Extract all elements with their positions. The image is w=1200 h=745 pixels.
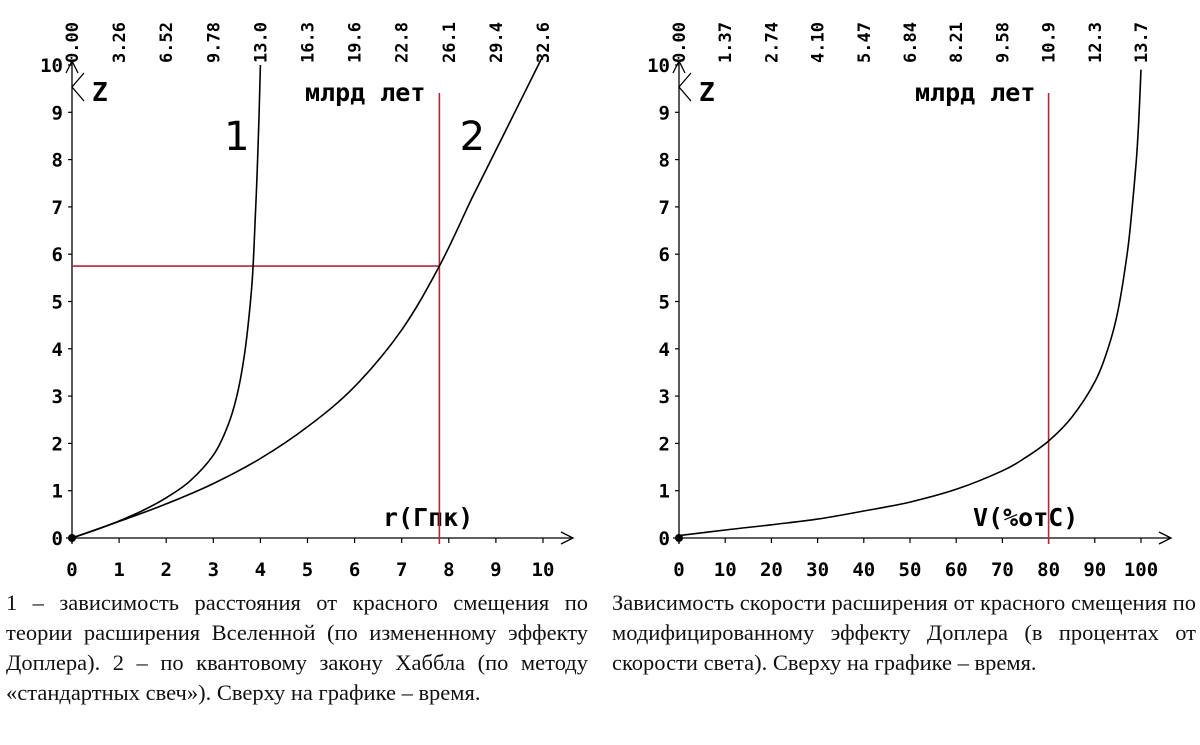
chart1-x-tick-label: 5 — [302, 559, 313, 581]
chart1-y-tick-label: 4 — [52, 339, 63, 361]
chart1-series-label-1: 1 — [224, 114, 249, 160]
chart1-y-axis-arrowhead — [65, 59, 79, 74]
chart1-y-tick-label: 7 — [52, 197, 63, 219]
chart1-y-tick-label: 3 — [52, 386, 63, 408]
chart-redshift-velocity: 0 1 2 3 4 5 6 7 8 9 10 0 10 20 30 40 50 60 70 80 90 100 0.00 1.… — [610, 0, 1200, 600]
chart1-y-tick-label: 1 — [52, 481, 63, 503]
chart2-top-tick-label: 0.00 — [670, 22, 690, 63]
chart2-x-tick-label: 90 — [1083, 559, 1106, 581]
chart2-x-tick-label: 80 — [1037, 559, 1060, 581]
chart1-top-tick-label: 19.6 — [346, 22, 366, 63]
chart1-x-axis-arrowhead — [560, 531, 575, 545]
chart2-top-tick-label: 8.21 — [947, 22, 967, 63]
chart2-x-tick-label: 10 — [714, 559, 737, 581]
chart2-y-tick-label: 10 — [647, 55, 670, 77]
chart1-x-tick-label: 2 — [160, 559, 171, 581]
chart1-x-tick-label: 3 — [208, 559, 219, 581]
chart1-y-tick-label: 6 — [52, 244, 63, 266]
chart2-series-1-curve — [679, 69, 1142, 537]
caption-right: Зависимость скорости расширения от красн… — [612, 590, 1196, 675]
chart1-y-tick-label: 8 — [52, 150, 63, 172]
chart2-y-tick-label: 6 — [659, 244, 670, 266]
chart1-x-tick-label: 8 — [443, 559, 454, 581]
chart1-x-tick-label: 4 — [255, 559, 266, 581]
chart1-top-tick-label: 9.78 — [204, 22, 224, 63]
chart2-top-axis-title: млрд лет — [915, 78, 1035, 107]
chart1-y-axis-title: Z — [92, 78, 108, 108]
chart1-x-tick-label: 6 — [349, 559, 360, 581]
chart1-y-tick-label: 10 — [40, 55, 63, 77]
chart1-top-tick-label: 13.0 — [251, 22, 271, 63]
chart2-x-tick-label: 60 — [945, 559, 968, 581]
chart2-top-tick-label: 9.58 — [993, 22, 1013, 63]
chart1-top-tick-label: 3.26 — [110, 22, 130, 63]
chart2-x-axis-title: V(%отС) — [973, 503, 1078, 532]
chart2-y-tick-label: 3 — [659, 386, 670, 408]
chart2-y-tick-label: 0 — [659, 528, 670, 550]
chart1-origin-dot — [68, 534, 76, 542]
chart2-x-axis-arrowhead — [1158, 531, 1173, 545]
caption-left: 1 – зависимость расстояния от красного с… — [6, 590, 588, 705]
chart2-x-tick-label: 100 — [1124, 559, 1158, 581]
chart2-y-tick-label: 1 — [659, 481, 670, 503]
chart1-top-tick-label: 0.00 — [63, 22, 83, 63]
chart2-y-tick-label: 7 — [659, 197, 670, 219]
chart1-series-1-curve — [72, 64, 262, 539]
chart2-top-tick-label: 13.7 — [1132, 22, 1152, 63]
chart2-y-tick-label: 2 — [659, 433, 670, 455]
chart1-y-tick-label: 9 — [52, 102, 63, 124]
chart2-x-tick-label: 20 — [760, 559, 783, 581]
chart1-y-tick-label: 5 — [52, 292, 63, 314]
chart2-x-tick-label: 70 — [991, 559, 1014, 581]
chart1-top-tick-label: 6.52 — [157, 22, 177, 63]
chart2-top-tick-label: 5.47 — [855, 22, 875, 63]
chart1-x-tick-label: 1 — [113, 559, 124, 581]
chart1-top-tick-label: 22.8 — [393, 22, 413, 63]
chart1-top-tick-label: 29.4 — [487, 22, 507, 63]
chart1-top-axis-title: млрд лет — [305, 78, 425, 107]
chart1-y-axis-bracket — [71, 72, 85, 102]
chart1-x-axis-title: r(Гпк) — [383, 503, 473, 532]
chart1-top-tick-label: 26.1 — [440, 22, 460, 63]
chart2-y-tick-label: 4 — [659, 339, 670, 361]
chart2-x-tick-label: 0 — [673, 559, 684, 581]
chart2-y-tick-label: 8 — [659, 150, 670, 172]
chart2-x-tick-label: 50 — [899, 559, 922, 581]
chart2-top-tick-label: 2.74 — [762, 22, 782, 63]
chart2-y-axis-title: Z — [699, 78, 715, 108]
chart-redshift-distance: 0 1 2 3 4 5 6 7 8 9 10 0 1 2 3 4 5 6 7 8 9 10 0.00 3.26 6.52 9.78… — [0, 0, 600, 600]
chart1-x-tick-label: 10 — [532, 559, 555, 581]
chart1-top-tick-label: 32.6 — [534, 22, 554, 63]
chart2-top-tick-label: 1.37 — [716, 22, 736, 63]
chart2-y-tick-label: 5 — [659, 292, 670, 314]
chart1-series-label-2: 2 — [460, 114, 485, 160]
chart2-y-axis-bracket — [678, 72, 692, 102]
chart1-top-tick-label: 16.3 — [299, 22, 319, 63]
chart1-y-tick-label: 2 — [52, 433, 63, 455]
chart1-x-tick-label: 7 — [396, 559, 407, 581]
chart2-y-axis-arrowhead — [672, 59, 686, 74]
chart1-x-tick-label: 9 — [490, 559, 501, 581]
chart2-x-tick-label: 40 — [852, 559, 875, 581]
chart1-y-tick-label: 0 — [52, 528, 63, 550]
chart2-y-tick-label: 9 — [659, 102, 670, 124]
chart2-x-tick-label: 30 — [806, 559, 829, 581]
chart2-top-tick-label: 12.3 — [1086, 22, 1106, 63]
chart2-top-tick-label: 6.84 — [901, 22, 921, 63]
chart2-top-tick-label: 10.9 — [1040, 22, 1060, 63]
chart2-top-tick-label: 4.10 — [809, 22, 829, 63]
chart1-series-2-curve — [72, 59, 543, 539]
chart2-origin-dot — [675, 534, 683, 542]
chart1-x-tick-label: 0 — [66, 559, 77, 581]
